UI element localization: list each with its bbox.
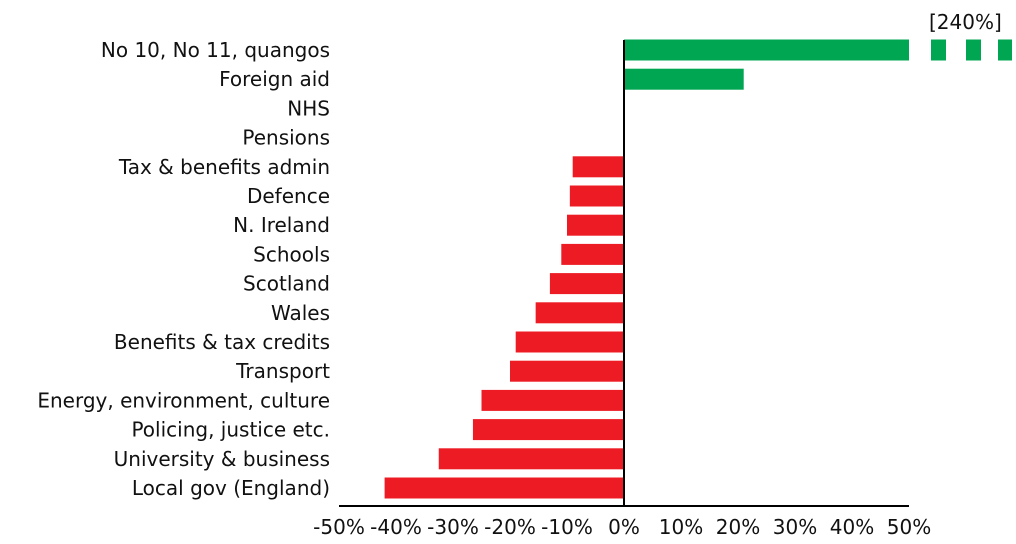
category-label-schools: Schools xyxy=(253,242,330,266)
x-tick-label: 40% xyxy=(830,515,874,539)
category-label-scotland: Scotland xyxy=(243,272,330,296)
x-tick-label: 10% xyxy=(659,515,703,539)
bar-foreign-aid xyxy=(624,68,744,90)
bar-overflow-dash-3 xyxy=(998,39,1012,61)
x-tick-label: 0% xyxy=(608,515,640,539)
bar-scotland xyxy=(549,273,624,295)
x-tick-label: 20% xyxy=(716,515,760,539)
overflow-annotation: [240%] xyxy=(929,10,1002,34)
x-tick-label: -20% xyxy=(484,515,536,539)
x-tick-label: -30% xyxy=(427,515,479,539)
category-label-wales: Wales xyxy=(271,301,330,325)
bar-wales xyxy=(535,302,624,324)
bar-transport xyxy=(510,360,624,382)
bar-benefits-tax-credits xyxy=(515,331,624,353)
x-tick-label: 30% xyxy=(773,515,817,539)
category-label-benefits-tax-credits: Benefits & tax credits xyxy=(114,330,330,354)
bar-defence xyxy=(569,185,624,207)
x-tick-label: -10% xyxy=(541,515,593,539)
x-tick-label: 50% xyxy=(887,515,931,539)
bar-n-ireland xyxy=(567,214,624,236)
category-label-no-10-no-11-quangos: No 10, No 11, quangos xyxy=(101,38,330,62)
bar-energy-environment-culture xyxy=(481,389,624,411)
bar-overflow-dash-1 xyxy=(931,39,946,61)
category-label-local-gov-england: Local gov (England) xyxy=(132,476,330,500)
bar-local-gov-england xyxy=(384,477,624,499)
bars xyxy=(384,39,1012,499)
category-label-pensions: Pensions xyxy=(242,126,330,150)
x-tick-labels: -50% -40% -30% -20% -10% 0% 10% 20% 30% 40% 50% xyxy=(313,515,931,539)
bar-overflow-dash-2 xyxy=(966,39,981,61)
category-labels: No 10, No 11, quangos Foreign aid NHS Pensi… xyxy=(37,38,330,500)
category-label-policing-justice-etc: Policing, justice etc. xyxy=(131,418,330,442)
category-label-defence: Defence xyxy=(247,184,330,208)
x-tick-label: -50% xyxy=(313,515,365,539)
category-label-nhs: NHS xyxy=(287,96,330,120)
bar-university-business xyxy=(438,448,624,470)
category-label-foreign-aid: Foreign aid xyxy=(219,67,330,91)
bar-policing-justice-etc xyxy=(472,419,624,441)
bar-schools xyxy=(561,243,624,265)
category-label-university-business: University & business xyxy=(114,447,330,471)
bar-tax-benefits-admin xyxy=(572,156,624,178)
bar-no-10-no-11-quangos xyxy=(624,39,909,61)
axes xyxy=(339,40,909,507)
x-tick-label: -40% xyxy=(370,515,422,539)
category-label-n-ireland: N. Ireland xyxy=(233,213,330,237)
category-label-tax-benefits-admin: Tax & benefits admin xyxy=(118,155,330,179)
category-label-energy-environment-culture: Energy, environment, culture xyxy=(37,388,330,412)
category-label-transport: Transport xyxy=(235,359,330,383)
